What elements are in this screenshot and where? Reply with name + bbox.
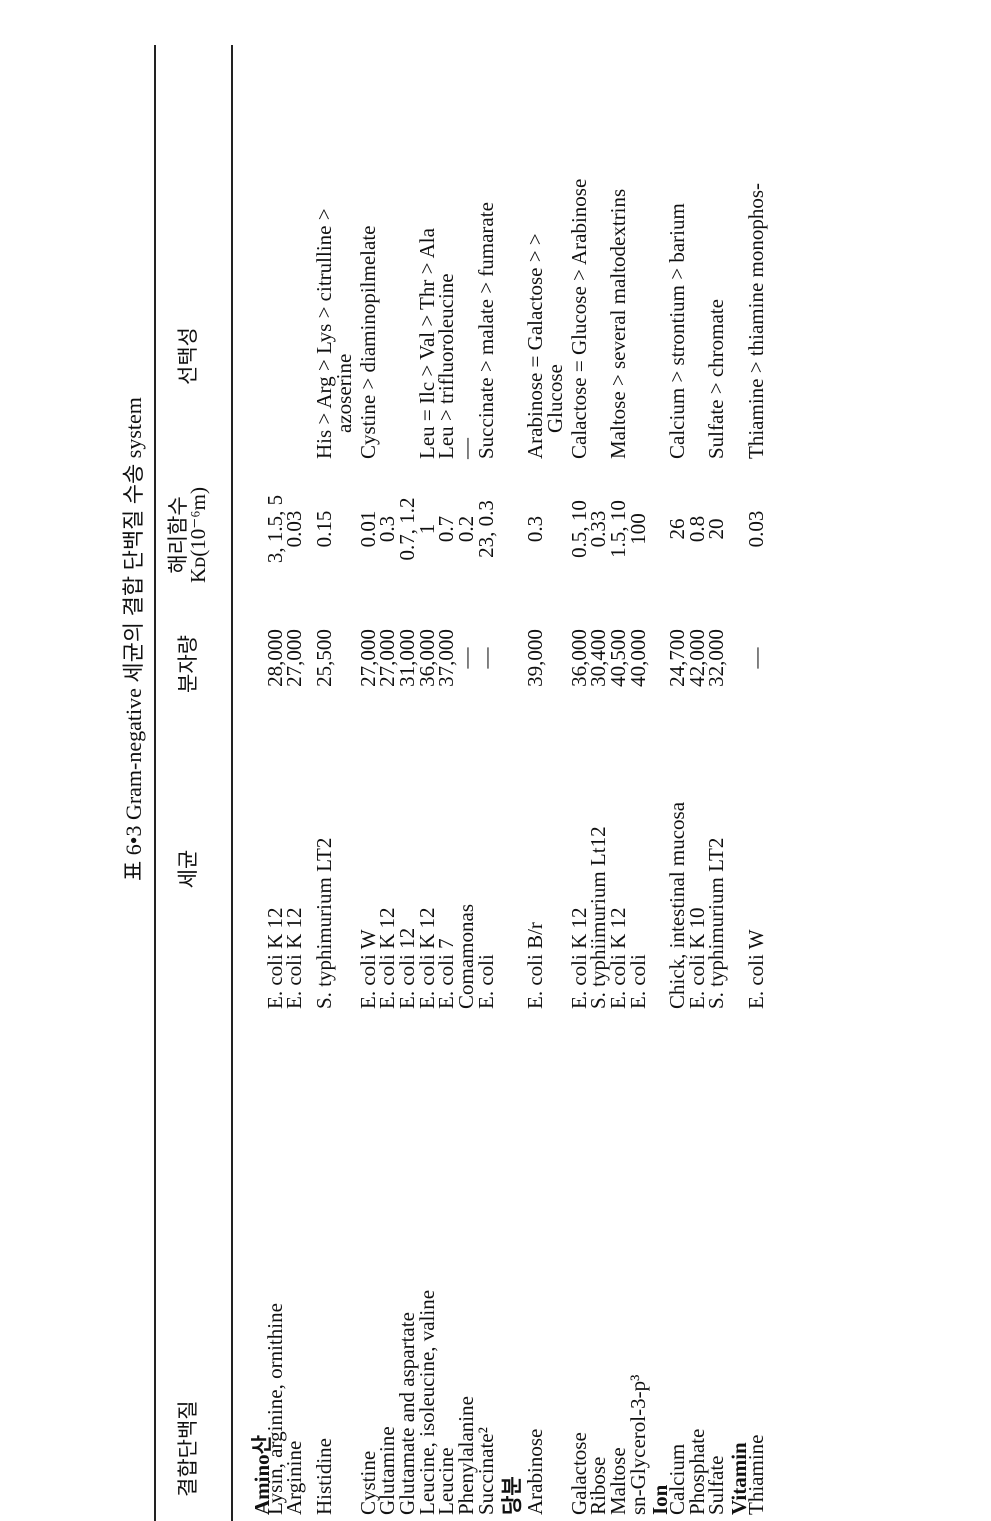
table-row: Phosphate E. coli K 10 42,000 0.8 xyxy=(684,0,709,1515)
table-row: Thiamine E. coli W — 0.03 Thiamine > thiamin… xyxy=(743,0,768,1515)
cell-protein: Thiamine xyxy=(743,1434,768,1515)
table-row: Galactose E. coli K 12 36,000 0.5, 10 Calact… xyxy=(566,0,591,1515)
cell-protein: Leucine, isoleucine, valine xyxy=(414,1289,439,1515)
cell-organism: E. coli W xyxy=(743,929,768,1009)
cell-kd: 0.3 xyxy=(523,515,548,543)
cell-mw: 39,000 xyxy=(523,629,548,687)
table-row: Cystine E. coli W 27,000 0.01 Cystine > diam… xyxy=(355,0,380,1515)
header-cell: 세균 xyxy=(176,849,200,889)
cell-mw: 40,000 xyxy=(625,629,650,687)
table-row: Glutamine E. coli K 12 27,000 0.3 xyxy=(375,0,399,1515)
header-line: 해리함수 xyxy=(166,496,190,574)
selectivity-line: Maltose > several maltodextrins xyxy=(605,188,630,459)
table-row: Calcium Chick, intestinal mucosa 24,700 26 C… xyxy=(665,0,689,1515)
cell-organism: S. typhimurium LT2 xyxy=(704,837,729,1009)
cell-protein: Lysin, arginine, ornithine xyxy=(262,1303,287,1515)
cell-selectivity xyxy=(266,0,286,459)
table-row: Sulfate S. typhimurium LT2 32,000 20 Sulfate… xyxy=(704,0,729,1515)
selectivity-line: Glucose xyxy=(542,364,567,433)
cell-kd: 0.15 xyxy=(312,510,337,548)
cell-selectivity: Calcium > strontium > barium xyxy=(665,0,689,459)
cell-selectivity: Succinate > malate > fumarate xyxy=(473,0,498,459)
cell-protein: Phosphate xyxy=(684,1428,709,1515)
selectivity-line: Succinate > malate > fumarate xyxy=(473,202,498,459)
selectivity-line: Leu > trifluoroleucine xyxy=(434,273,459,459)
table-row: Succinate² E. coli — 23, 0.3 Succinate > mal… xyxy=(473,0,498,1515)
cell-protein: Galactose xyxy=(566,1432,591,1515)
cell-organism: E. coli K 12 xyxy=(282,907,307,1009)
cell-protein: Arginine xyxy=(282,1440,307,1515)
header-cell: 선택성 xyxy=(176,327,200,385)
cell-kd: 20 xyxy=(704,518,729,540)
header-cell: 해리함수 Kᴅ(10⁻⁶m) xyxy=(166,465,210,605)
cell-organism: S. typhimurium LT2 xyxy=(312,837,337,1009)
cell-selectivity xyxy=(629,0,649,459)
cell-kd: 100 xyxy=(625,513,650,545)
cell-selectivity: His > Arg > Lys > citrulline > azoserine xyxy=(312,0,356,459)
cell-mw: 25,500 xyxy=(312,629,337,687)
cell-selectivity: Thiamine > thiamine monophos- xyxy=(743,0,768,459)
cell-selectivity: Calactose = Glucose > Arabinose xyxy=(566,0,591,459)
selectivity-line: Cystine > diaminopilmelate xyxy=(355,225,380,459)
selectivity-line: azoserine xyxy=(331,353,356,433)
table-row: Leucine E. coli 7 37,000 0.7 Leu > trifluoro… xyxy=(434,0,459,1515)
cell-protein: sn-Glycerol-3-p³ xyxy=(625,1374,650,1515)
cell-selectivity xyxy=(378,0,398,459)
cell-selectivity xyxy=(285,0,305,459)
cell-protein: Ribose xyxy=(586,1456,611,1515)
cell-selectivity: Arabinose = Galactose > > Glucose xyxy=(523,0,567,459)
cell-organism: E. coli xyxy=(473,954,498,1009)
header-row: 결합단백질 세균 분자량 해리함수 Kᴅ(10⁻⁶m) 선택성 xyxy=(166,0,210,1521)
cell-kd: 23, 0.3 xyxy=(473,500,498,558)
cell-mw: 32,000 xyxy=(704,629,729,687)
cell-mw: — xyxy=(473,647,498,669)
table-row: Arginine E. coli K 12 27,000 0.03 xyxy=(282,0,307,1515)
header-line: Kᴅ(10⁻⁶m) xyxy=(186,487,210,583)
cell-protein: Arabinose xyxy=(523,1428,548,1515)
table-row: Maltose E. coli K 12 40,500 1.5, 10 Maltose … xyxy=(605,0,630,1515)
selectivity-line: Calactose = Glucose > Arabinose xyxy=(566,178,591,459)
cell-protein: Succinate² xyxy=(473,1427,498,1515)
header-rule xyxy=(231,45,233,1521)
selectivity-line: Thiamine > thiamine monophos- xyxy=(743,182,768,459)
cell-protein: Sulfate xyxy=(704,1455,729,1515)
cell-mw: 27,000 xyxy=(282,629,307,687)
cell-organism: E. coli xyxy=(625,954,650,1009)
cell-selectivity: Cystine > diaminopilmelate xyxy=(355,0,380,459)
top-rule xyxy=(154,45,156,1521)
table-row: Lysin, arginine, ornithine E. coli K 12 28… xyxy=(262,0,287,1515)
cell-kd: 0.03 xyxy=(282,510,307,548)
section-heading: 당분 xyxy=(500,1476,525,1515)
table-row: Leucine, isoleucine, valine E. coli K 12 3… xyxy=(414,0,439,1515)
table-row: Histidine S. typhimurium LT2 25,500 0.15 His… xyxy=(312,0,356,1515)
cell-selectivity: Leu > trifluoroleucine xyxy=(434,0,459,459)
cell-protein: Histidine xyxy=(312,1438,337,1515)
table-title: 표 6•3 Gram-negative 세균의 결합 단백질 수송 system xyxy=(121,397,146,881)
selectivity-line: Calcium > strontium > barium xyxy=(665,203,689,459)
cell-organism: E. coli B/r xyxy=(523,922,548,1009)
cell-mw: — xyxy=(743,647,768,669)
header-cell: 결합단백질 xyxy=(176,1400,200,1497)
table-row: Arabinose E. coli B/r 39,000 0.3 Arabinose =… xyxy=(523,0,567,1515)
header-cell: 분자량 xyxy=(176,635,200,693)
cell-kd: 0.03 xyxy=(743,510,768,548)
cell-selectivity: Maltose > several maltodextrins xyxy=(605,0,630,459)
table-row: sn-Glycerol-3-p³ E. coli 40,000 100 xyxy=(625,0,650,1515)
cell-selectivity: Sulfate > chromate xyxy=(704,0,729,459)
selectivity-line: Sulfate > chromate xyxy=(704,299,729,459)
